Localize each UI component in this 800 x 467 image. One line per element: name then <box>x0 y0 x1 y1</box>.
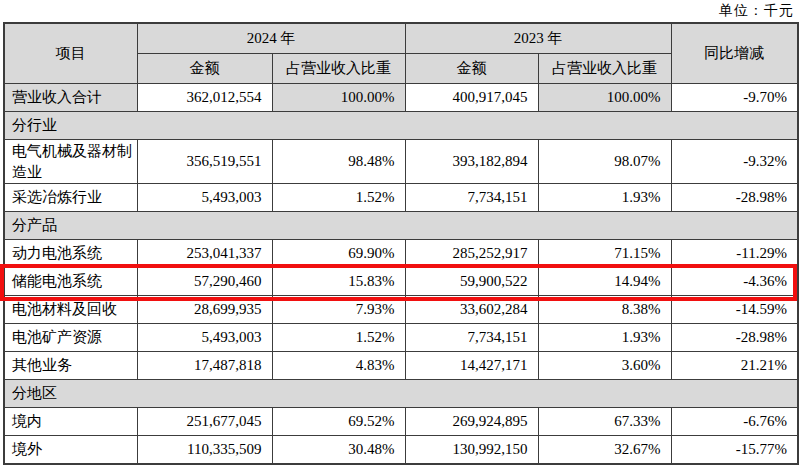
cell-value: -28.98% <box>671 324 798 352</box>
cell-value: 251,677,045 <box>137 408 272 436</box>
table-row: 储能电池系统57,290,46015.83%59,900,52214.94%-4… <box>4 268 798 296</box>
cell-value: 59,900,522 <box>405 268 538 296</box>
cell-value: 253,041,337 <box>137 240 272 268</box>
cell-value: 4.83% <box>272 352 405 380</box>
col-header-2024: 2024 年 <box>137 23 405 54</box>
table-row: 其他业务17,487,8184.83%14,427,1713.60%21.21% <box>4 352 798 380</box>
section-label: 分产品 <box>4 212 798 240</box>
section-label: 分行业 <box>4 112 798 140</box>
cell-value: 269,924,895 <box>405 408 538 436</box>
cell-value: 57,290,460 <box>137 268 272 296</box>
cell-value: 98.48% <box>272 140 405 184</box>
table-row: 动力电池系统253,041,33769.90%285,252,91771.15%… <box>4 240 798 268</box>
cell-value: 1.52% <box>272 324 405 352</box>
cell-value: 32.67% <box>538 436 671 465</box>
table-row: 电池矿产资源5,493,0031.52%7,734,1511.93%-28.98… <box>4 324 798 352</box>
section-row: 分产品 <box>4 212 798 240</box>
table-body: 营业收入合计362,012,554100.00%400,917,045100.0… <box>4 84 798 465</box>
cell-value: 7.93% <box>272 296 405 324</box>
cell-value: 15.83% <box>272 268 405 296</box>
row-label: 电池材料及回收 <box>4 296 137 324</box>
section-label: 分地区 <box>4 380 798 408</box>
cell-value: 100.00% <box>538 84 671 112</box>
table-row: 电气机械及器材制造业356,519,55198.48%393,182,89498… <box>4 140 798 184</box>
cell-value: 30.48% <box>272 436 405 465</box>
col-header-amount-2023: 金额 <box>405 54 538 84</box>
cell-value: 5,493,003 <box>137 184 272 212</box>
cell-value: 110,335,509 <box>137 436 272 465</box>
col-header-pct-2024: 占营业收入比重 <box>272 54 405 84</box>
cell-value: 130,992,150 <box>405 436 538 465</box>
row-label: 采选冶炼行业 <box>4 184 137 212</box>
cell-value: 8.38% <box>538 296 671 324</box>
cell-value: -4.36% <box>671 268 798 296</box>
cell-value: 400,917,045 <box>405 84 538 112</box>
col-header-amount-2024: 金额 <box>137 54 272 84</box>
cell-value: 69.52% <box>272 408 405 436</box>
revenue-breakdown-table: 项目 2024 年 2023 年 同比增减 金额 占营业收入比重 金额 占营业收… <box>3 22 799 465</box>
row-label: 境内 <box>4 408 137 436</box>
cell-value: 21.21% <box>671 352 798 380</box>
cell-value: -11.29% <box>671 240 798 268</box>
table-header: 项目 2024 年 2023 年 同比增减 金额 占营业收入比重 金额 占营业收… <box>4 23 798 84</box>
cell-value: 393,182,894 <box>405 140 538 184</box>
col-header-pct-2023: 占营业收入比重 <box>538 54 671 84</box>
header-row-years: 项目 2024 年 2023 年 同比增减 <box>4 23 798 54</box>
row-label: 电池矿产资源 <box>4 324 137 352</box>
cell-value: 17,487,818 <box>137 352 272 380</box>
cell-value: 28,699,935 <box>137 296 272 324</box>
cell-value: 5,493,003 <box>137 324 272 352</box>
row-label: 动力电池系统 <box>4 240 137 268</box>
cell-value: 33,602,284 <box>405 296 538 324</box>
cell-value: -14.59% <box>671 296 798 324</box>
cell-value: -28.98% <box>671 184 798 212</box>
table-row: 营业收入合计362,012,554100.00%400,917,045100.0… <box>4 84 798 112</box>
row-label: 电气机械及器材制造业 <box>4 140 137 184</box>
cell-value: -15.77% <box>671 436 798 465</box>
cell-value: 1.93% <box>538 184 671 212</box>
cell-value: 7,734,151 <box>405 184 538 212</box>
row-label: 其他业务 <box>4 352 137 380</box>
cell-value: 1.52% <box>272 184 405 212</box>
col-header-yoy: 同比增减 <box>671 23 798 84</box>
cell-value: 69.90% <box>272 240 405 268</box>
unit-label: 单位：千元 <box>719 2 794 20</box>
cell-value: -9.32% <box>671 140 798 184</box>
cell-value: 1.93% <box>538 324 671 352</box>
section-row: 分地区 <box>4 380 798 408</box>
cell-value: 362,012,554 <box>137 84 272 112</box>
col-header-2023: 2023 年 <box>405 23 671 54</box>
table-row: 境外110,335,50930.48%130,992,15032.67%-15.… <box>4 436 798 465</box>
cell-value: -9.70% <box>671 84 798 112</box>
table-row: 采选冶炼行业5,493,0031.52%7,734,1511.93%-28.98… <box>4 184 798 212</box>
cell-value: 71.15% <box>538 240 671 268</box>
row-label: 营业收入合计 <box>4 84 137 112</box>
cell-value: 3.60% <box>538 352 671 380</box>
cell-value: 7,734,151 <box>405 324 538 352</box>
cell-value: 100.00% <box>272 84 405 112</box>
row-label: 境外 <box>4 436 137 465</box>
row-label: 储能电池系统 <box>4 268 137 296</box>
cell-value: 98.07% <box>538 140 671 184</box>
cell-value: -6.76% <box>671 408 798 436</box>
report-page: 单位：千元 项目 2024 年 2023 年 同比增减 金额 占营业收入比重 金… <box>0 0 800 467</box>
cell-value: 14.94% <box>538 268 671 296</box>
cell-value: 67.33% <box>538 408 671 436</box>
cell-value: 14,427,171 <box>405 352 538 380</box>
table-row: 电池材料及回收28,699,9357.93%33,602,2848.38%-14… <box>4 296 798 324</box>
section-row: 分行业 <box>4 112 798 140</box>
cell-value: 356,519,551 <box>137 140 272 184</box>
cell-value: 285,252,917 <box>405 240 538 268</box>
table-row: 境内251,677,04569.52%269,924,89567.33%-6.7… <box>4 408 798 436</box>
col-header-item: 项目 <box>4 23 137 84</box>
